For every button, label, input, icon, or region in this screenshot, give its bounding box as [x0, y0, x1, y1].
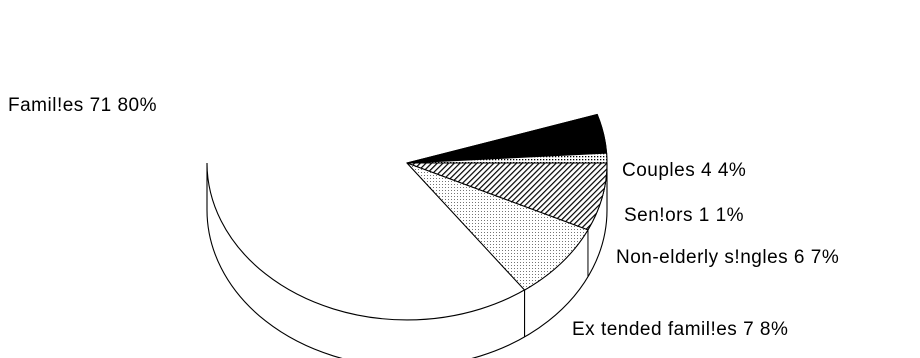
pie-side-wall: [206, 162, 608, 358]
label-extended-families: Ex tended famil!es 7 8%: [572, 319, 788, 340]
label-seniors: Sen!ors 1 1%: [624, 205, 744, 226]
slice-labels: Famil!es 71 80% Couples 4 4% Sen!ors 1 1% N…: [8, 95, 839, 340]
label-non-elderly-singles: Non-elderly s!ngles 6 7%: [616, 247, 839, 268]
label-couples: Couples 4 4%: [622, 160, 746, 181]
slice-extended-families: [406, 162, 589, 291]
pie-slices: [406, 113, 608, 291]
label-families: Famil!es 71 80%: [8, 95, 157, 116]
pie-side-wall-shape: [206, 162, 608, 358]
